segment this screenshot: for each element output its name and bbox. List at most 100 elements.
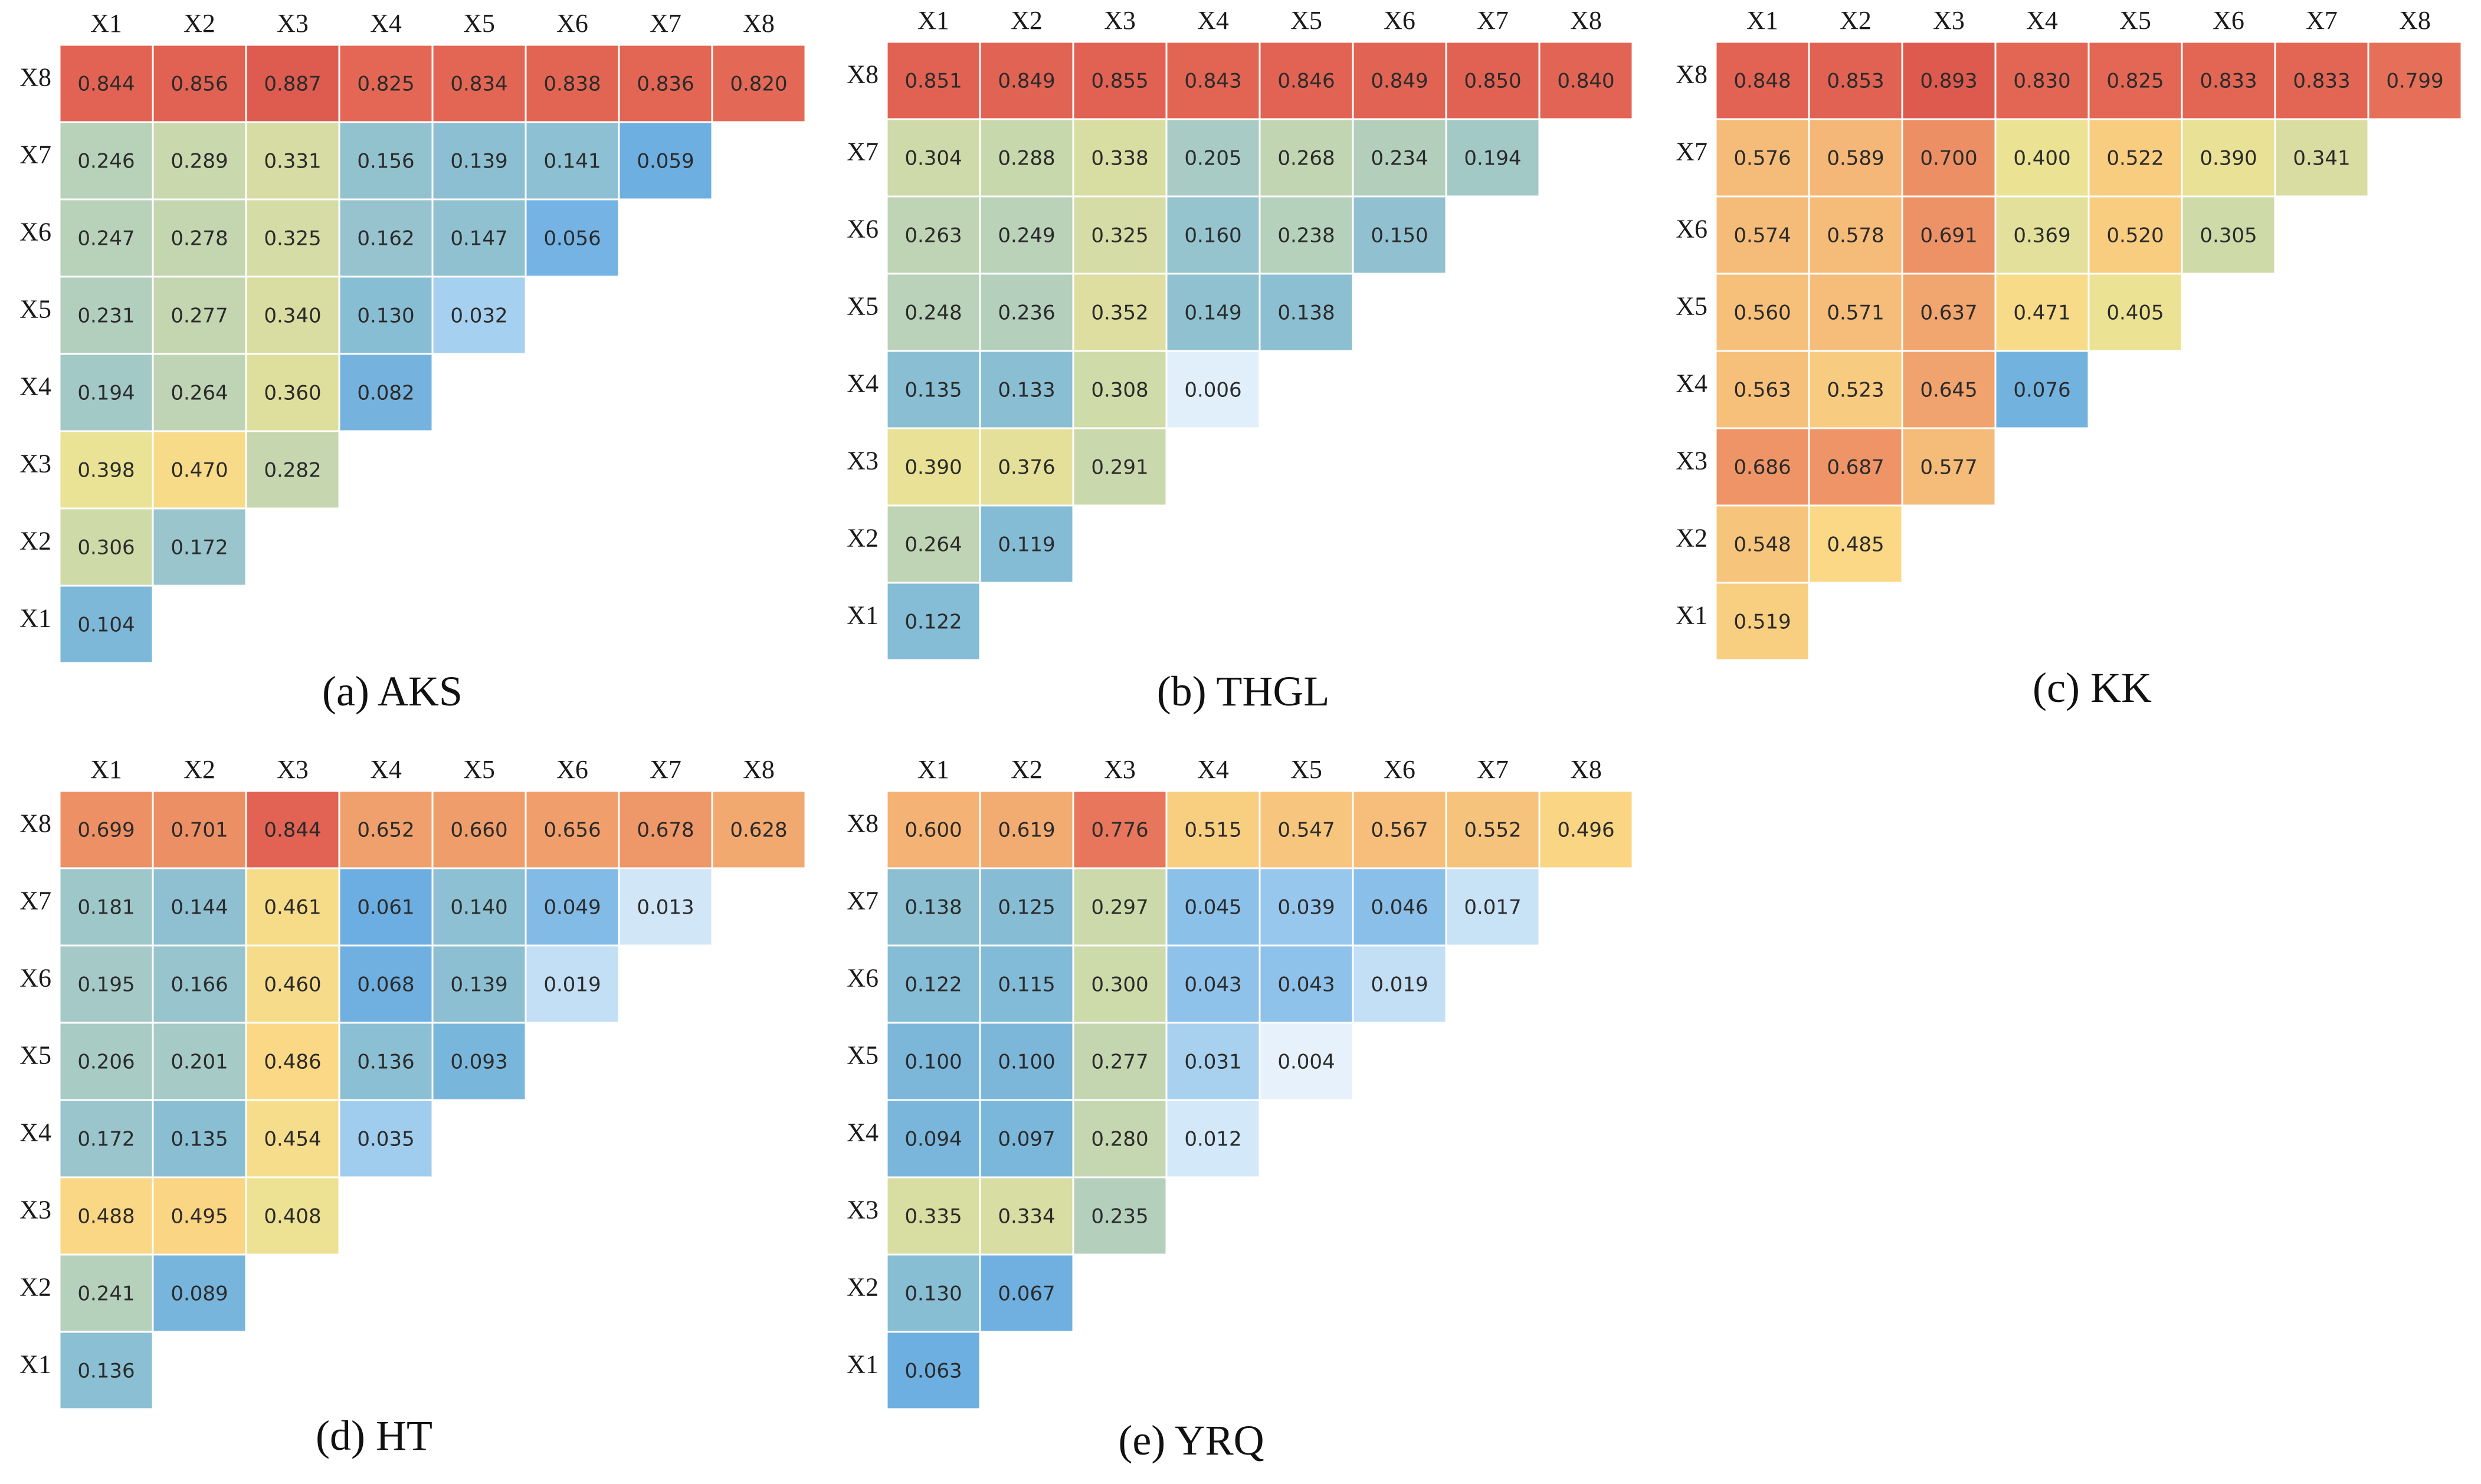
heatmap-cell	[1808, 504, 1903, 584]
cell-value-label: 0.205	[1184, 147, 1241, 170]
cell-value-label: 0.563	[1733, 379, 1791, 402]
heatmap-cell	[1072, 427, 1168, 507]
cell-value-label: 0.461	[264, 896, 321, 920]
column-tick-label: X3	[1933, 6, 1965, 35]
column-tick-label: X3	[277, 9, 309, 38]
heatmap-cell	[338, 1099, 434, 1178]
heatmap-cell	[1165, 118, 1261, 198]
cell-value-label: 0.848	[1733, 70, 1791, 93]
heatmap-cell	[2181, 195, 2276, 275]
cell-value-label: 0.282	[264, 459, 321, 482]
heatmap-cell	[618, 867, 713, 947]
heatmap-cell	[1165, 350, 1261, 429]
heatmap-panel: 0.851 0.849 0.855 0.843 0.846 0.849 0.850 0.840…	[847, 6, 1634, 715]
heatmap-cell	[2087, 118, 2183, 198]
cell-value-label: 0.268	[1277, 147, 1335, 170]
heatmap-cell	[525, 867, 620, 947]
row-tick-label: X5	[847, 1041, 879, 1070]
cell-value-label: 0.264	[171, 382, 228, 405]
cell-value-label: 0.576	[1733, 147, 1791, 170]
heatmap-cell	[886, 944, 981, 1024]
cell-value-label: 0.150	[1371, 224, 1428, 248]
column-tick-label: X4	[2026, 6, 2058, 35]
cell-value-label: 0.820	[730, 73, 787, 96]
cell-value-label: 0.660	[450, 819, 507, 842]
heatmap-cell	[979, 118, 1074, 198]
cell-value-label: 0.496	[1557, 819, 1614, 842]
row-tick-label: X1	[847, 1350, 879, 1379]
cell-value-label: 0.094	[904, 1128, 962, 1151]
row-tick-label: X6	[847, 215, 879, 244]
column-tick-label: X3	[1104, 6, 1136, 35]
heatmap-cell	[979, 195, 1074, 275]
cell-value-label: 0.277	[1091, 1050, 1148, 1074]
row-tick-label: X3	[19, 449, 51, 478]
column-tick-label: X5	[2119, 6, 2151, 35]
heatmap-cell	[1165, 41, 1261, 120]
row-tick-label: X1	[19, 1350, 51, 1379]
heatmap-cell	[152, 44, 247, 123]
heatmap-cell	[979, 504, 1074, 584]
heatmap-cell	[245, 430, 340, 510]
cell-value-label: 0.238	[1277, 224, 1335, 248]
cell-value-label: 0.699	[77, 819, 135, 842]
column-tick-label: X4	[370, 755, 402, 784]
cell-value-label: 0.836	[637, 73, 694, 96]
cell-value-label: 0.059	[637, 150, 694, 173]
cell-value-label: 0.486	[264, 1050, 321, 1074]
heatmap-cell	[1165, 944, 1261, 1024]
column-tick-label: X5	[463, 9, 495, 38]
heatmap-cell	[1808, 427, 1903, 507]
heatmap-cell	[618, 121, 713, 201]
cell-value-label: 0.628	[730, 819, 787, 842]
cell-value-label: 0.893	[1920, 70, 1977, 93]
heatmap-cell	[1994, 350, 2090, 429]
row-tick-label: X4	[19, 1118, 51, 1147]
cell-value-label: 0.195	[77, 973, 135, 997]
cell-value-label: 0.408	[264, 1205, 321, 1229]
cell-value-label: 0.400	[2013, 147, 2070, 170]
cell-value-label: 0.139	[450, 150, 507, 173]
cell-value-label: 0.485	[1827, 533, 1884, 557]
heatmap-cell	[1072, 1099, 1168, 1178]
panel-caption: (d) HT	[316, 1412, 432, 1459]
cell-value-label: 0.325	[1091, 224, 1148, 248]
column-tick-label: X8	[1570, 755, 1602, 784]
cell-value-label: 0.834	[450, 73, 507, 96]
column-tick-label: X6	[1384, 6, 1415, 35]
column-tick-label: X8	[1570, 6, 1602, 35]
cell-value-label: 0.331	[264, 150, 321, 173]
cell-value-label: 0.264	[904, 533, 962, 557]
cell-value-label: 0.248	[904, 301, 962, 325]
heatmap-cell	[1445, 118, 1541, 198]
heatmap-cell	[431, 867, 527, 947]
heatmap-cell	[1258, 867, 1354, 947]
cell-value-label: 0.093	[450, 1050, 507, 1074]
heatmap-cell	[1352, 195, 1447, 275]
heatmap-cell	[525, 44, 620, 123]
heatmap-cell	[338, 790, 434, 869]
cell-value-label: 0.012	[1184, 1128, 1241, 1151]
cell-value-label: 0.838	[543, 73, 601, 96]
heatmap-cell	[2087, 41, 2183, 120]
cell-value-label: 0.119	[998, 533, 1055, 557]
row-tick-label: X7	[19, 140, 51, 169]
cell-value-label: 0.519	[1733, 610, 1791, 634]
column-tick-label: X7	[1477, 6, 1509, 35]
cell-value-label: 0.799	[2386, 70, 2443, 93]
cell-value-label: 0.851	[904, 70, 962, 93]
cell-value-label: 0.004	[1277, 1050, 1335, 1074]
cell-value-label: 0.853	[1827, 70, 1884, 93]
cell-value-label: 0.338	[1091, 147, 1148, 170]
heatmap-cell	[338, 121, 434, 201]
heatmap-cell	[1994, 41, 2090, 120]
heatmap-cell	[1072, 867, 1168, 947]
cell-value-label: 0.825	[2106, 70, 2164, 93]
row-tick-label: X4	[847, 1118, 879, 1147]
column-tick-label: X4	[1197, 6, 1229, 35]
column-tick-label: X6	[556, 755, 588, 784]
cell-value-label: 0.846	[1277, 70, 1335, 93]
cell-value-label: 0.097	[998, 1128, 1055, 1151]
column-tick-label: X1	[917, 6, 949, 35]
column-tick-label: X3	[277, 755, 309, 784]
